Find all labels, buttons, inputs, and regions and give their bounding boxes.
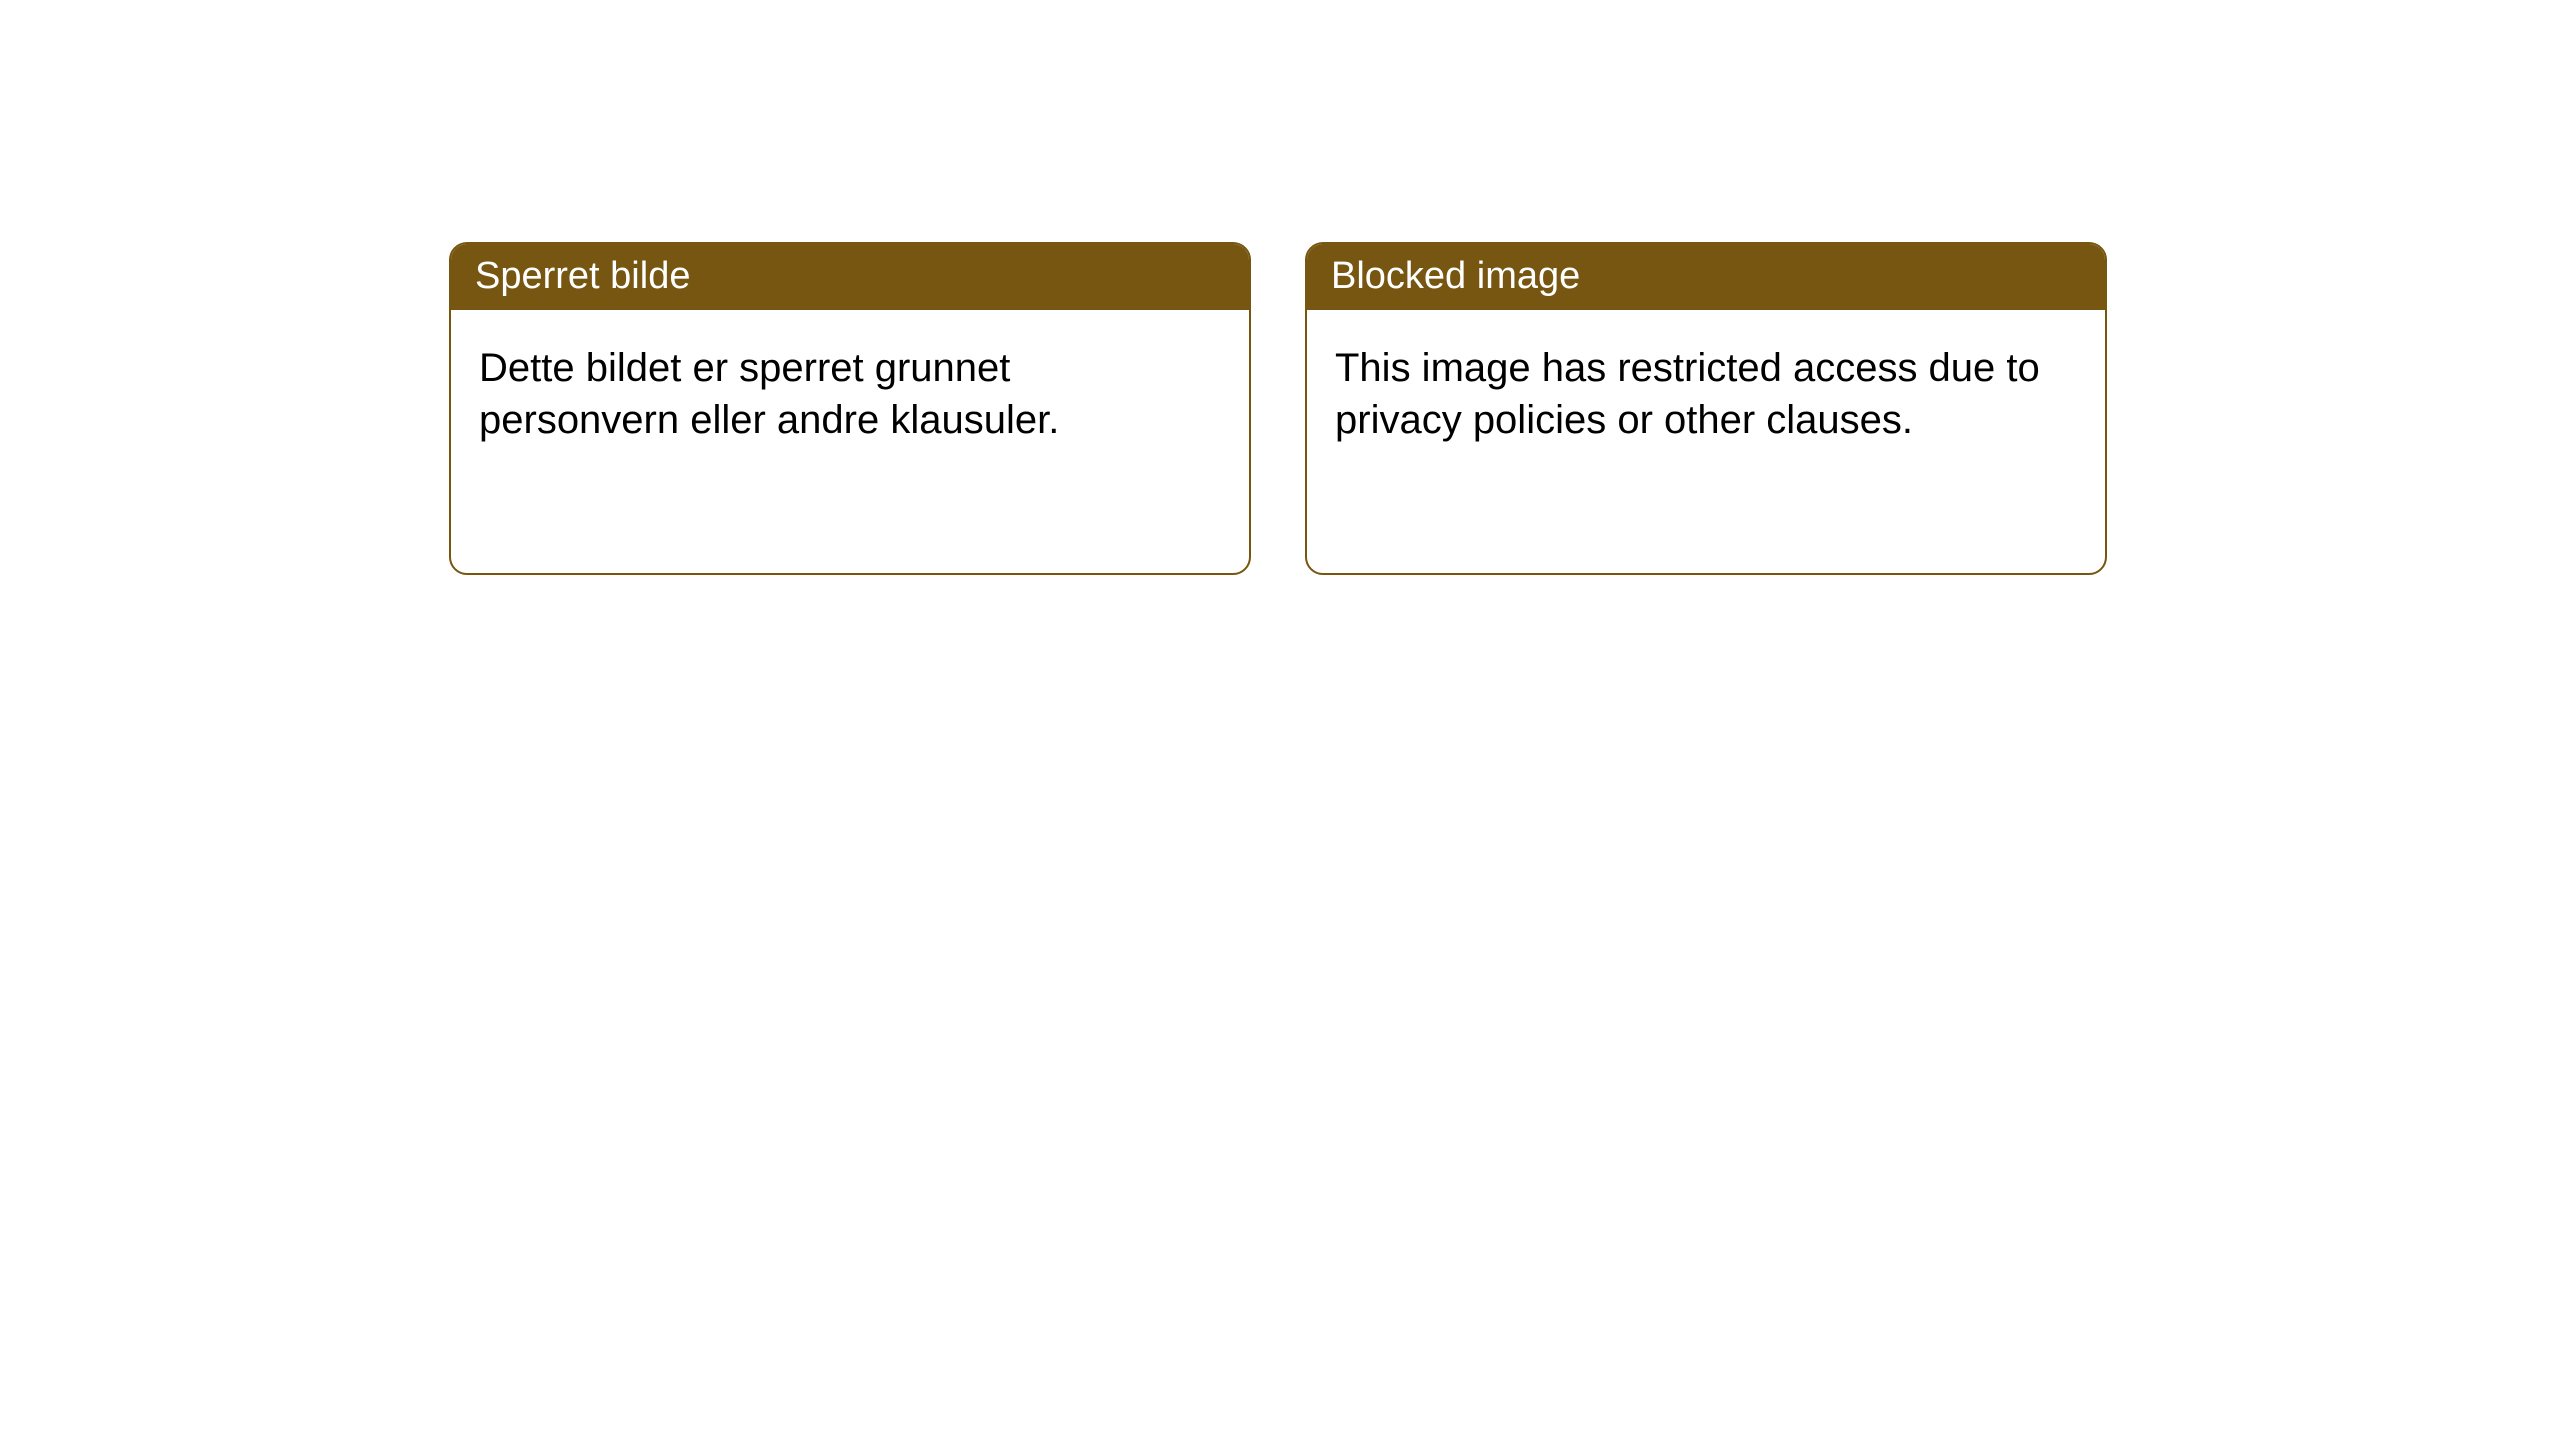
card-message: Dette bildet er sperret grunnet personve… — [479, 346, 1059, 442]
card-body: This image has restricted access due to … — [1307, 310, 2105, 478]
card-header: Blocked image — [1307, 244, 2105, 310]
blocked-image-card-en: Blocked image This image has restricted … — [1305, 242, 2107, 575]
card-title: Blocked image — [1331, 255, 1580, 297]
notice-container: Sperret bilde Dette bildet er sperret gr… — [0, 0, 2560, 575]
card-title: Sperret bilde — [475, 255, 690, 297]
card-body: Dette bildet er sperret grunnet personve… — [451, 310, 1249, 478]
blocked-image-card-no: Sperret bilde Dette bildet er sperret gr… — [449, 242, 1251, 575]
card-message: This image has restricted access due to … — [1335, 346, 2040, 442]
card-header: Sperret bilde — [451, 244, 1249, 310]
